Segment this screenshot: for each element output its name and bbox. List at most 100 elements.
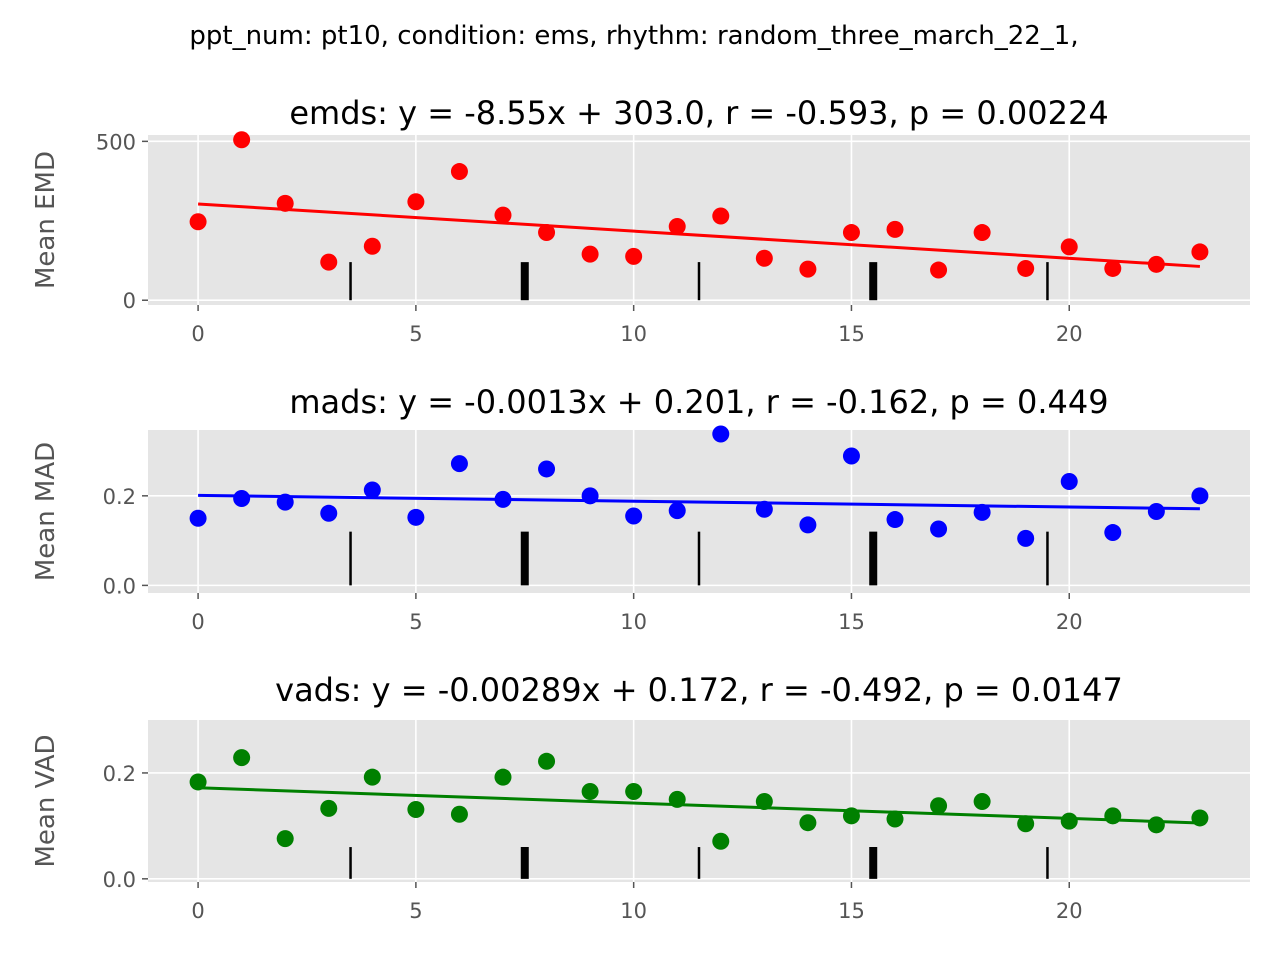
- data-point: [886, 220, 904, 238]
- data-point: [320, 799, 338, 817]
- panel-title: emds: y = -8.55x + 303.0, r = -0.593, p …: [289, 94, 1108, 132]
- y-axis-label: Mean EMD: [31, 151, 61, 289]
- data-point: [1017, 259, 1035, 277]
- data-point: [625, 507, 643, 525]
- data-point: [233, 490, 251, 508]
- panel-title: mads: y = -0.0013x + 0.201, r = -0.162, …: [289, 383, 1108, 421]
- data-point: [930, 261, 948, 279]
- x-tick-label: 10: [620, 899, 647, 923]
- panel-title: vads: y = -0.00289x + 0.172, r = -0.492,…: [275, 671, 1123, 709]
- data-point: [494, 768, 512, 786]
- data-point: [712, 207, 730, 225]
- data-point: [842, 807, 860, 825]
- data-point: [581, 487, 599, 505]
- data-point: [363, 481, 381, 499]
- data-point: [668, 502, 686, 520]
- data-point: [1147, 255, 1165, 273]
- data-point: [1104, 259, 1122, 277]
- data-point: [755, 249, 773, 267]
- data-point: [668, 790, 686, 808]
- x-tick-label: 20: [1056, 899, 1083, 923]
- y-tick-label: 0.0: [103, 574, 136, 598]
- data-point: [1060, 812, 1078, 830]
- data-point: [276, 830, 294, 848]
- y-tick-label: 0.2: [103, 762, 136, 786]
- data-point: [450, 163, 468, 181]
- y-tick-label: 0: [123, 289, 136, 313]
- data-point: [233, 131, 251, 149]
- data-point: [1104, 807, 1122, 825]
- data-point: [973, 224, 991, 242]
- data-point: [1191, 487, 1209, 505]
- data-point: [973, 793, 991, 811]
- data-point: [886, 810, 904, 828]
- data-point: [581, 782, 599, 800]
- x-tick-label: 5: [409, 899, 422, 923]
- data-point: [1147, 503, 1165, 520]
- data-point: [1147, 816, 1165, 834]
- data-point: [668, 218, 686, 236]
- data-point: [1060, 238, 1078, 256]
- data-point: [538, 752, 556, 770]
- x-tick-label: 15: [838, 322, 865, 346]
- data-point: [407, 508, 425, 526]
- data-point: [886, 511, 904, 529]
- x-tick-label: 5: [409, 322, 422, 346]
- data-point: [1191, 243, 1209, 261]
- data-point: [842, 224, 860, 242]
- data-point: [1060, 472, 1078, 490]
- panel-mads: 0 5 10 15 20 0.0 0.2 mads: y = -0.0013x + 0.201…: [31, 383, 1250, 634]
- x-tick-label: 10: [620, 610, 647, 634]
- y-axis-label: Mean MAD: [31, 442, 61, 581]
- data-point: [189, 509, 207, 527]
- data-point: [581, 245, 599, 263]
- data-point: [1104, 524, 1122, 542]
- data-point: [363, 237, 381, 255]
- x-tick-label: 0: [191, 322, 204, 346]
- regression-line: [197, 202, 1201, 268]
- x-tick-label: 0: [191, 899, 204, 923]
- data-point: [799, 516, 817, 534]
- data-point: [755, 500, 773, 518]
- data-point: [320, 253, 338, 271]
- data-point: [450, 805, 468, 823]
- data-point: [189, 773, 207, 791]
- x-tick-label: 20: [1056, 322, 1083, 346]
- panel-vads: 0 5 10 15 20 0.0 0.2 vads: y = -0.00289x + 0.17…: [31, 671, 1250, 923]
- y-tick-label: 500: [96, 130, 136, 154]
- data-point: [755, 793, 773, 811]
- data-point: [712, 832, 730, 850]
- data-point: [712, 425, 730, 443]
- x-tick-label: 15: [838, 899, 865, 923]
- x-tick-label: 10: [620, 322, 647, 346]
- data-point: [799, 260, 817, 278]
- figure-title: ppt_num: pt10, condition: ems, rhythm: r…: [189, 21, 1078, 51]
- y-tick-label: 0.2: [103, 485, 136, 509]
- data-point: [842, 447, 860, 465]
- x-tick-label: 5: [409, 610, 422, 634]
- data-point: [799, 814, 817, 832]
- data-point: [189, 213, 207, 231]
- data-point: [276, 493, 294, 511]
- data-point: [538, 460, 556, 478]
- x-tick-label: 15: [838, 610, 865, 634]
- data-point: [363, 768, 381, 786]
- data-point: [1017, 529, 1035, 547]
- data-point: [930, 797, 948, 815]
- data-point: [494, 490, 512, 508]
- data-point: [973, 503, 991, 521]
- data-point: [625, 247, 643, 265]
- y-tick-label: 0.0: [103, 868, 136, 892]
- data-point: [494, 206, 512, 224]
- data-point: [930, 520, 948, 538]
- data-point: [233, 749, 251, 767]
- data-point: [625, 782, 643, 800]
- x-tick-label: 0: [191, 610, 204, 634]
- data-point: [450, 455, 468, 473]
- data-point: [1017, 815, 1035, 833]
- x-tick-label: 20: [1056, 610, 1083, 634]
- panel-emds: 0 5 10 15 20 0 500 emds: y = -8.55x + 303.0, r …: [31, 94, 1250, 346]
- data-point: [320, 504, 338, 522]
- data-point: [538, 224, 556, 242]
